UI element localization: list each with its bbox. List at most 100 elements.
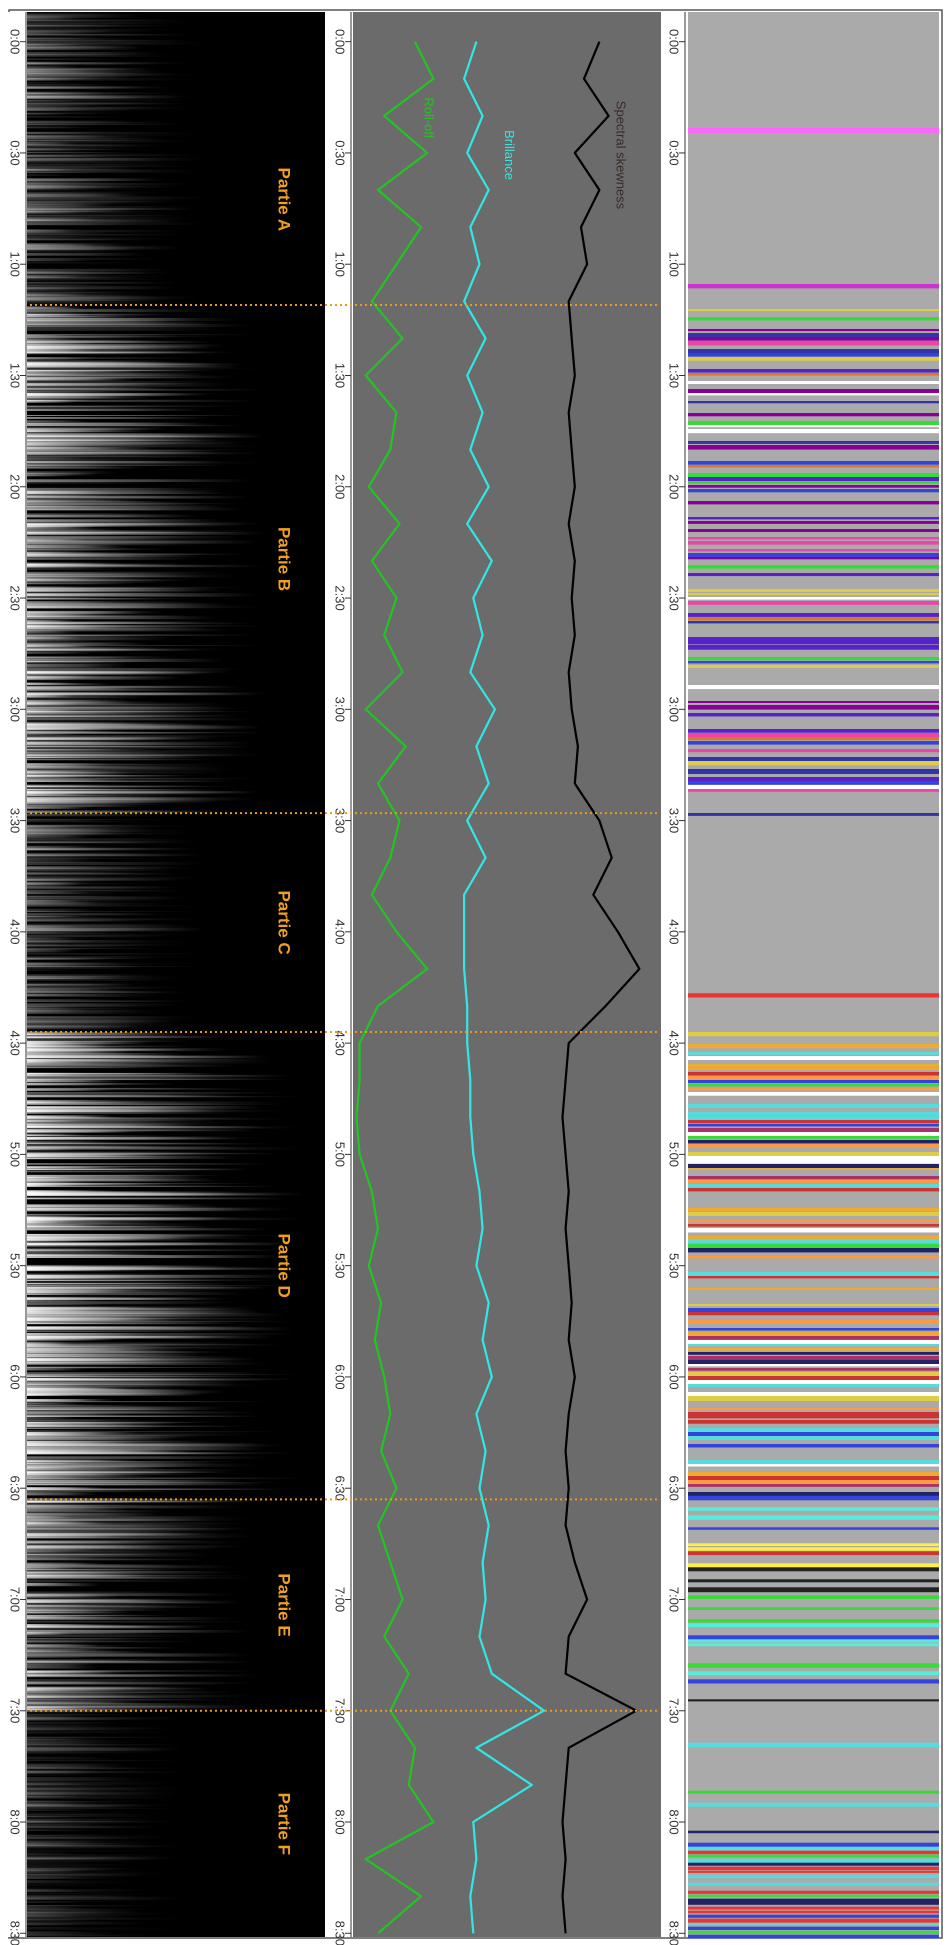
spectrogram-streak (27, 1640, 105, 1644)
spectrogram-streak (27, 1722, 119, 1724)
stripe (688, 1140, 939, 1144)
spectrogram-streak (27, 351, 219, 353)
spectrogram-streak (27, 1441, 141, 1445)
spectrogram-streak (27, 1016, 154, 1019)
spectrogram-streak (27, 41, 204, 45)
spectrogram-streak (27, 772, 142, 774)
spectrogram-streak (27, 1934, 158, 1937)
spectrogram-streak (27, 1632, 164, 1635)
spectrogram-streak (27, 67, 156, 70)
spectrogram-streak (27, 1621, 253, 1623)
stripe (688, 1132, 939, 1137)
spectrogram-streak (27, 219, 183, 223)
spectrogram-streak (27, 577, 98, 580)
spectrogram-streak (27, 1890, 87, 1892)
spectrogram-streak (27, 828, 113, 832)
spectrogram-streak (27, 1569, 185, 1571)
spectrogram-streak (27, 442, 92, 446)
spectrogram-streak (27, 1609, 131, 1613)
spectrogram-streak (27, 737, 198, 741)
spectrogram-streak (27, 324, 250, 327)
spectrogram-streak (27, 702, 227, 706)
spectrogram-streak (27, 182, 122, 185)
spectrogram-streak (27, 1240, 90, 1242)
spectrogram-streak (27, 1516, 229, 1518)
spectrogram-streak (27, 464, 231, 466)
spectrogram-streak (27, 399, 256, 402)
spectrogram-streak (27, 1681, 252, 1684)
spectrogram-streak (27, 663, 136, 665)
spectrogram-streak (27, 1732, 102, 1735)
spectrogram-streak (27, 1601, 237, 1604)
spectrogram-streak (27, 692, 268, 695)
stripe (688, 1164, 939, 1169)
spectrogram-streak (27, 1213, 194, 1216)
stripe (688, 1236, 939, 1241)
spectrogram-streak (27, 1774, 96, 1776)
stripe (688, 1064, 939, 1068)
spectrogram-streak (27, 1906, 92, 1910)
spectrogram-streak (27, 1502, 152, 1504)
stripe (688, 1866, 939, 1870)
spectrogram-streak (27, 1093, 239, 1097)
spectrogram-streak (27, 1488, 289, 1490)
spectrogram-streak (27, 1524, 235, 1527)
spectrogram-streak (27, 77, 76, 81)
spectrogram-streak (27, 1824, 109, 1827)
spectrogram-streak (27, 1696, 110, 1700)
spectrogram-streak (27, 1631, 74, 1635)
stripe (688, 1850, 939, 1855)
spectrogram-streak (27, 1300, 236, 1304)
spectrogram-streak (27, 457, 90, 460)
stripe (688, 1248, 939, 1253)
spectrogram-streak (27, 1100, 178, 1103)
spectrogram-streak (27, 1521, 98, 1524)
spectrogram-streak (27, 1477, 114, 1481)
stripe (688, 733, 939, 738)
stripe (688, 1830, 939, 1834)
spectrogram-streak (27, 62, 113, 64)
spectrogram-streak (27, 1112, 231, 1114)
spectrogram-streak (27, 890, 91, 894)
spectrogram-streak (27, 423, 220, 426)
spectrogram-streak (27, 36, 122, 38)
time-tick-label: 0:00 (333, 29, 348, 54)
time-tick-label: 1:00 (667, 252, 682, 277)
stripe (688, 1128, 939, 1133)
spectrogram-streak (27, 1558, 205, 1561)
spectrogram-streak (27, 472, 99, 476)
spectrogram-streak (27, 506, 144, 509)
spectrogram-streak (27, 786, 168, 789)
spectrogram-streak (27, 281, 177, 284)
spectrogram-streak (27, 124, 188, 125)
spectrogram-streak (27, 1767, 160, 1769)
spectrogram-streak (27, 566, 119, 570)
spectrogram-streak (27, 198, 182, 202)
spectrogram-streak (27, 155, 104, 157)
spectrogram-streak (27, 1771, 104, 1775)
spectrogram-streak (27, 1659, 159, 1663)
spectrogram-streak (27, 456, 225, 458)
spectrogram-streak (27, 1556, 96, 1560)
spectrogram-streak (27, 501, 191, 503)
spectrogram-streak (27, 1040, 190, 1042)
spectrogram-streak (27, 538, 174, 540)
spectrogram-streak (27, 286, 178, 290)
spectrogram-streak (27, 1216, 93, 1219)
spectrogram-streak (27, 1169, 251, 1170)
spectrogram-streak (27, 715, 199, 718)
spectrogram-streak (27, 882, 145, 885)
spectrogram-streak (27, 166, 191, 168)
spectrogram-streak (27, 475, 74, 477)
spectrogram-streak (27, 1820, 159, 1822)
stripe (688, 1328, 939, 1331)
spectrogram-streak (27, 23, 176, 25)
spectrogram-streak (27, 1342, 252, 1344)
spectrogram-streak (27, 1156, 241, 1159)
spectrogram-streak (27, 327, 219, 331)
spectrogram-streak (27, 1378, 296, 1381)
spectrogram-streak (27, 598, 194, 600)
spectrogram-streak (27, 346, 210, 350)
spectrogram-streak (27, 147, 82, 151)
spectrogram-streak (27, 775, 188, 778)
